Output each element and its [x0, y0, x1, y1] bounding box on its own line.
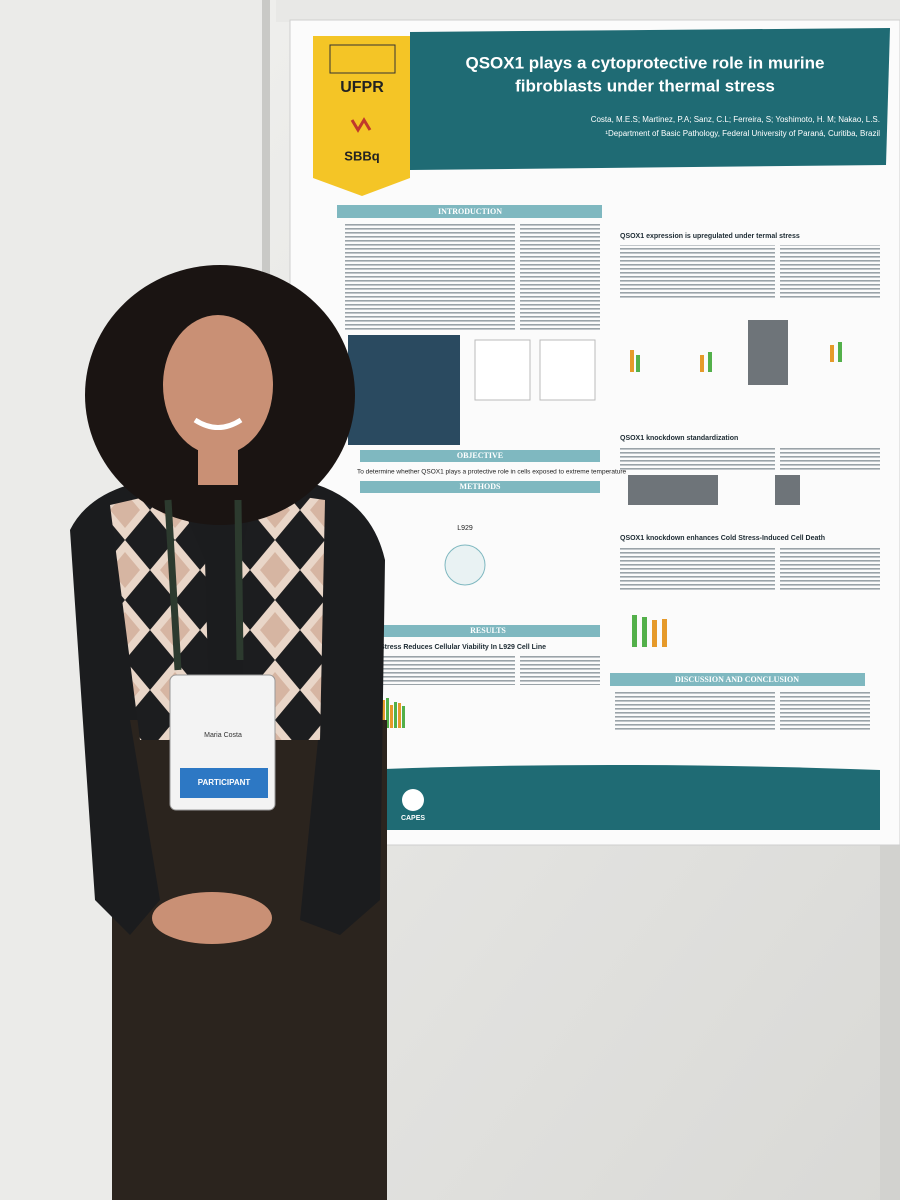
- sbbq-icon: [350, 117, 372, 133]
- results-subtitle: QSOX1 knockdown standardization: [620, 435, 738, 442]
- logo-box: [313, 36, 410, 196]
- footer-logo-icon: [402, 789, 424, 811]
- badge-band: [180, 768, 268, 798]
- person: Maria Costa PARTICIPANT: [70, 265, 387, 1200]
- method-label: L929: [457, 525, 473, 532]
- hands: [152, 892, 272, 944]
- logo-building: [329, 44, 396, 74]
- smile: [193, 417, 243, 430]
- poster: UFPR SBBq QSOX1 plays a cytoprotective r…: [289, 19, 900, 846]
- title-band: [410, 28, 890, 170]
- section-header: INTRODUCTION: [438, 207, 502, 216]
- neck: [198, 450, 238, 485]
- section-header: RESULTS: [470, 626, 506, 635]
- results-subtitle: QSOX1 knockdown enhances Cold Stress-Ind…: [620, 535, 825, 542]
- lanyard: [164, 499, 244, 671]
- section-header: OBJECTIVE: [457, 451, 503, 460]
- badge-name: Maria Costa: [204, 732, 242, 739]
- badge-role: PARTICIPANT: [198, 778, 251, 787]
- results-subtitle: Stress Reduces Cellular Viability In L92…: [380, 644, 546, 651]
- footer-logo: CAPES: [401, 815, 425, 822]
- poster-title: fibroblasts under thermal stress: [515, 76, 775, 95]
- poster-title: QSOX1 plays a cytoprotective role in mur…: [465, 53, 824, 72]
- top-strip: [276, 0, 900, 22]
- microscopy-figure: [348, 335, 460, 445]
- face: [163, 315, 273, 455]
- section-header: METHODS: [460, 482, 501, 491]
- section-header: DISCUSSION AND CONCLUSION: [675, 675, 799, 684]
- affiliation: ¹Department of Basic Pathology, Federal …: [605, 129, 880, 138]
- logo-text: SBBq: [344, 148, 379, 163]
- authors: Costa, M.E.S; Martinez, P.A; Sanz, C.L; …: [591, 115, 880, 124]
- footer-band: [360, 765, 880, 830]
- objective-text: To determine whether QSOX1 plays a prote…: [357, 469, 627, 476]
- logo-text: UFPR: [340, 79, 384, 96]
- results-subtitle: QSOX1 expression is upregulated under te…: [620, 233, 800, 240]
